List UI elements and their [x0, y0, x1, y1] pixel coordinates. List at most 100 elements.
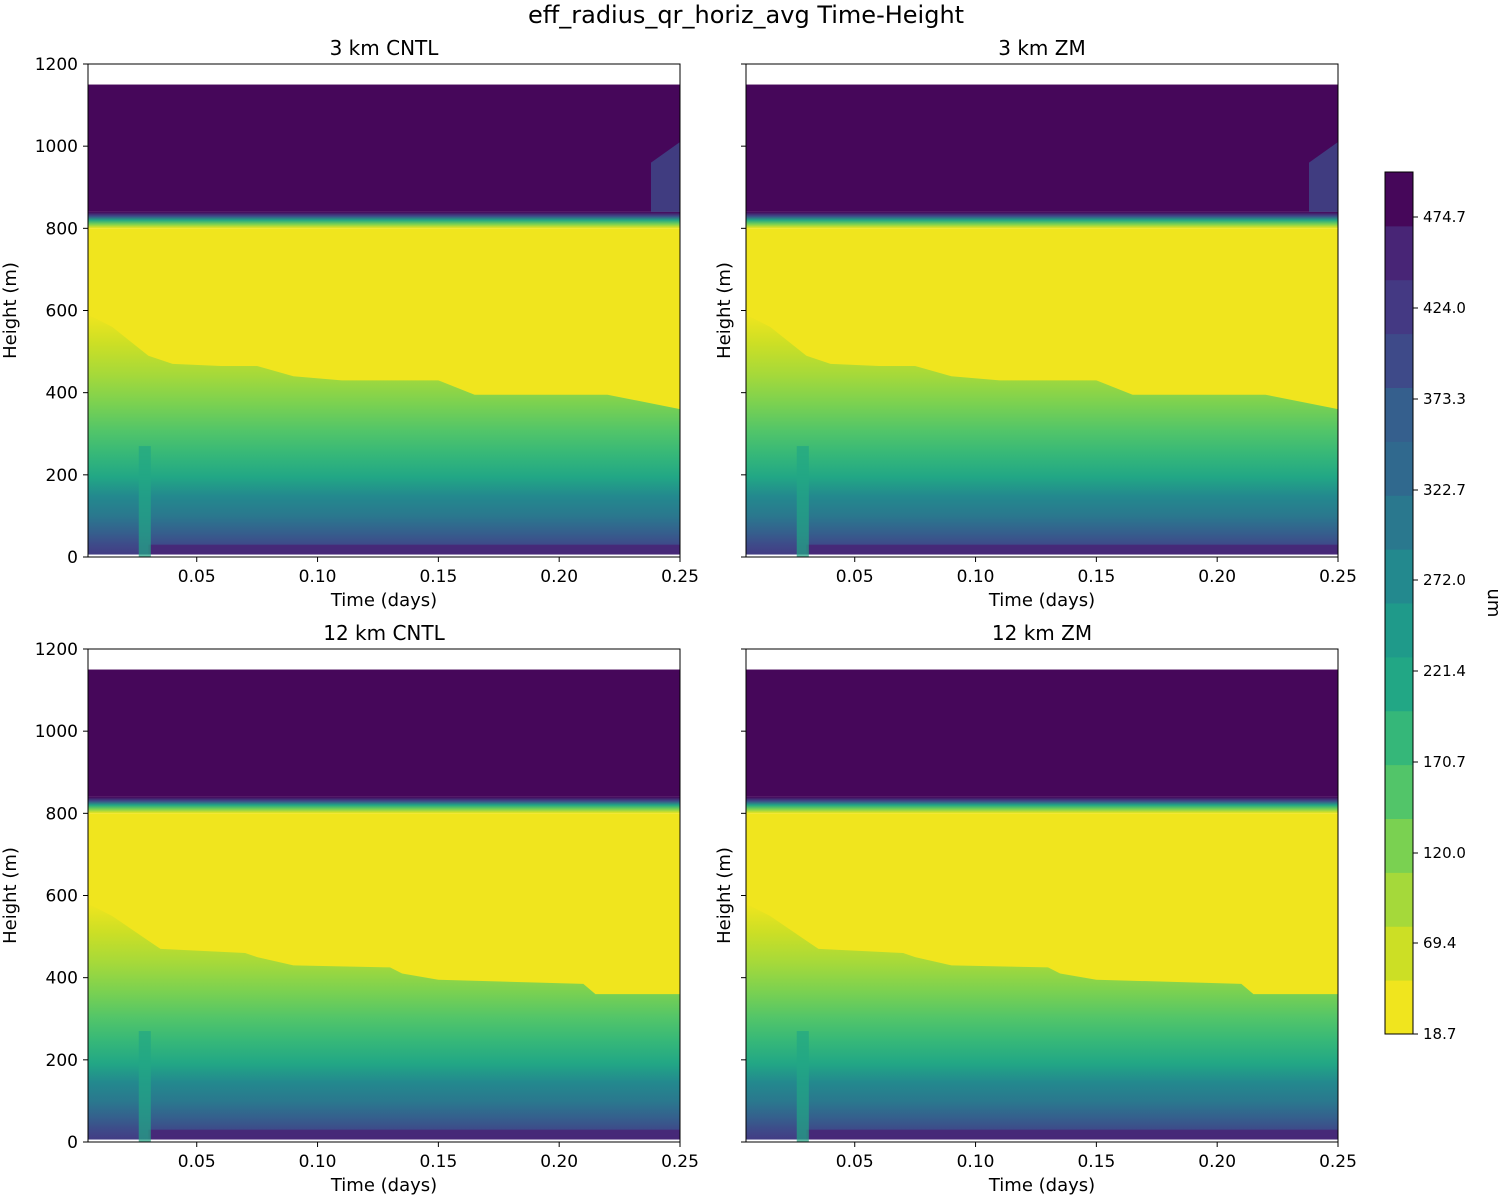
- upper-anomaly: [651, 142, 680, 212]
- transition-band: [746, 211, 1338, 229]
- x-tick-label: 0.15: [1077, 1152, 1115, 1172]
- transition-band: [746, 796, 1338, 814]
- x-tick-label: 0.05: [836, 1152, 874, 1172]
- y-tick-label: 1200: [35, 55, 78, 75]
- x-tick-label: 0.20: [540, 1152, 578, 1172]
- figure-title: eff_radius_qr_horiz_avg Time-Height: [527, 1, 965, 29]
- colorbar-segment: [1385, 279, 1413, 335]
- x-axis-label: Time (days): [988, 1175, 1095, 1196]
- colorbar-segment: [1385, 764, 1413, 819]
- colorbar-segment: [1385, 441, 1413, 496]
- y-tick-label: 200: [46, 1051, 78, 1071]
- colorbar-tick-label: 474.7: [1423, 208, 1466, 226]
- colorbar-tick-label: 120.0: [1423, 844, 1466, 862]
- max-value-region: [746, 84, 1338, 212]
- x-tick-label: 0.25: [661, 1152, 699, 1172]
- colorbar-tick-label: 322.7: [1423, 481, 1466, 499]
- ground-band: [148, 1129, 680, 1142]
- x-tick-label: 0.10: [957, 1152, 995, 1172]
- upper-anomaly: [1309, 142, 1338, 212]
- colorbar-segment: [1385, 710, 1413, 766]
- x-axis-label: Time (days): [330, 1175, 437, 1196]
- colorbar-segment: [1385, 333, 1413, 388]
- colorbar-tick-label: 69.4: [1423, 934, 1456, 952]
- x-tick-label: 0.05: [178, 1152, 216, 1172]
- colorbar: 18.7 69.4 120.0 170.7 221.4 272.0 322.7 373.3 42…: [1384, 171, 1500, 1043]
- colorbar-frame: [1384, 171, 1414, 1035]
- early-spike: [796, 1031, 809, 1142]
- colorbar-segment: [1385, 225, 1413, 281]
- y-axis-label: Height (m): [0, 847, 21, 944]
- ground-band: [148, 544, 680, 557]
- gradient-region: [88, 903, 680, 1142]
- gradient-region: [88, 314, 680, 557]
- early-spike: [138, 446, 151, 557]
- panel-4: 12 km ZM 0.05 0.10 0.15 0.20 0.25 Time (days) H…: [714, 621, 1357, 1196]
- gradient-region: [746, 314, 1338, 557]
- y-tick-label: 400: [46, 384, 78, 404]
- transition-band: [88, 796, 680, 814]
- transition-band: [88, 211, 680, 229]
- x-tick-label: 0.15: [419, 1152, 457, 1172]
- x-tick-label: 0.10: [957, 567, 995, 587]
- panel-3: 12 km CNTL 0.05 0.10 0.15 0.20 0.25 0 200 400 600…: [0, 621, 699, 1196]
- max-value-region: [88, 84, 680, 212]
- y-tick-label: 0: [67, 548, 78, 568]
- colorbar-segment: [1385, 926, 1413, 981]
- y-tick-label: 1200: [35, 640, 78, 660]
- colorbar-tick-label: 373.3: [1423, 390, 1466, 408]
- y-tick-label: 1000: [35, 722, 78, 742]
- ground-band: [806, 1129, 1338, 1142]
- x-tick-label: 0.10: [299, 567, 337, 587]
- gradient-region: [746, 903, 1338, 1142]
- ground-band: [806, 544, 1338, 557]
- colorbar-segment: [1385, 549, 1413, 604]
- colorbar-segment: [1385, 603, 1413, 658]
- x-tick-label: 0.20: [1198, 567, 1236, 587]
- panel-1: 3 km CNTL 0.05 0.10 0.15 0.20 0.25 0 200 400 600 8…: [0, 36, 699, 611]
- colorbar-segment: [1385, 495, 1413, 550]
- x-axis-label: Time (days): [988, 590, 1095, 611]
- panel-title: 3 km ZM: [998, 36, 1085, 60]
- x-tick-label: 0.25: [1319, 567, 1357, 587]
- y-tick-label: 200: [46, 466, 78, 486]
- y-tick-label: 600: [46, 887, 78, 907]
- y-tick-label: 600: [46, 302, 78, 322]
- x-tick-label: 0.25: [1319, 1152, 1357, 1172]
- x-tick-label: 0.15: [419, 567, 457, 587]
- y-tick-label: 0: [67, 1133, 78, 1153]
- max-value-region: [88, 669, 680, 797]
- max-value-region: [746, 669, 1338, 797]
- colorbar-segment: [1385, 172, 1413, 227]
- y-tick-label: 800: [46, 219, 78, 239]
- y-axis-label: Height (m): [714, 847, 735, 944]
- panel-title: 12 km CNTL: [323, 621, 445, 645]
- ground-gap: [746, 1139, 1338, 1142]
- x-tick-label: 0.20: [1198, 1152, 1236, 1172]
- colorbar-label: um: [1483, 589, 1500, 618]
- colorbar-segment: [1385, 872, 1413, 927]
- panel-title: 12 km ZM: [992, 621, 1092, 645]
- ground-gap: [88, 554, 680, 557]
- x-axis-label: Time (days): [330, 590, 437, 611]
- colorbar-tick-label: 221.4: [1423, 662, 1466, 680]
- x-tick-label: 0.05: [178, 567, 216, 587]
- x-tick-label: 0.05: [836, 567, 874, 587]
- x-tick-label: 0.25: [661, 567, 699, 587]
- panel-title: 3 km CNTL: [330, 36, 440, 60]
- colorbar-segment: [1385, 980, 1413, 1035]
- y-tick-label: 1000: [35, 137, 78, 157]
- x-tick-label: 0.10: [299, 1152, 337, 1172]
- ground-gap: [88, 1139, 680, 1142]
- colorbar-tick-label: 170.7: [1423, 753, 1466, 771]
- colorbar-tick-label: 272.0: [1423, 571, 1466, 589]
- colorbar-tick-label: 424.0: [1423, 299, 1466, 317]
- colorbar-tick-label: 18.7: [1423, 1025, 1456, 1043]
- ground-gap: [746, 554, 1338, 557]
- x-tick-label: 0.20: [540, 567, 578, 587]
- colorbar-segment: [1385, 818, 1413, 873]
- x-tick-label: 0.15: [1077, 567, 1115, 587]
- panel-2: 3 km ZM 0.05 0.10 0.15 0.20 0.25 Time (days) He…: [714, 36, 1357, 611]
- early-spike: [796, 446, 809, 557]
